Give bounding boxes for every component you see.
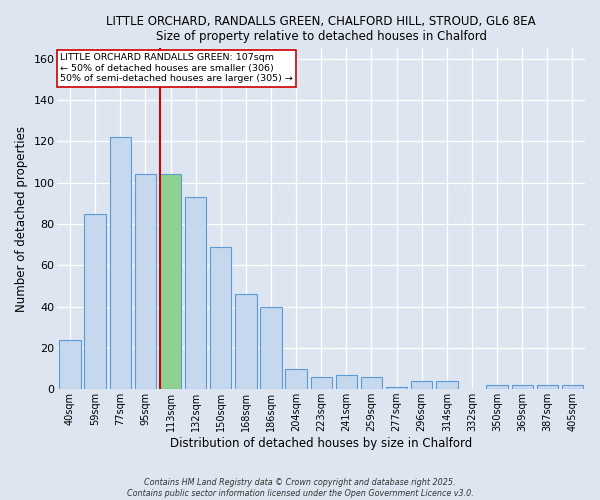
- Bar: [487, 385, 508, 389]
- Y-axis label: Number of detached properties: Number of detached properties: [15, 126, 28, 312]
- Bar: [110, 137, 131, 389]
- Bar: [59, 340, 80, 389]
- Text: LITTLE ORCHARD RANDALLS GREEN: 107sqm
← 50% of detached houses are smaller (306): LITTLE ORCHARD RANDALLS GREEN: 107sqm ← …: [60, 54, 293, 83]
- Bar: [286, 368, 307, 389]
- Bar: [235, 294, 257, 389]
- Bar: [210, 246, 232, 389]
- Bar: [361, 377, 382, 389]
- Bar: [185, 197, 206, 389]
- Bar: [411, 381, 433, 389]
- Title: LITTLE ORCHARD, RANDALLS GREEN, CHALFORD HILL, STROUD, GL6 8EA
Size of property : LITTLE ORCHARD, RANDALLS GREEN, CHALFORD…: [106, 15, 536, 43]
- Bar: [311, 377, 332, 389]
- Bar: [512, 385, 533, 389]
- Bar: [260, 306, 281, 389]
- Bar: [135, 174, 156, 389]
- Bar: [436, 381, 458, 389]
- Bar: [536, 385, 558, 389]
- Bar: [335, 374, 357, 389]
- Bar: [562, 385, 583, 389]
- Bar: [160, 174, 181, 389]
- X-axis label: Distribution of detached houses by size in Chalford: Distribution of detached houses by size …: [170, 437, 472, 450]
- Bar: [386, 387, 407, 389]
- Bar: [85, 214, 106, 389]
- Text: Contains HM Land Registry data © Crown copyright and database right 2025.
Contai: Contains HM Land Registry data © Crown c…: [127, 478, 473, 498]
